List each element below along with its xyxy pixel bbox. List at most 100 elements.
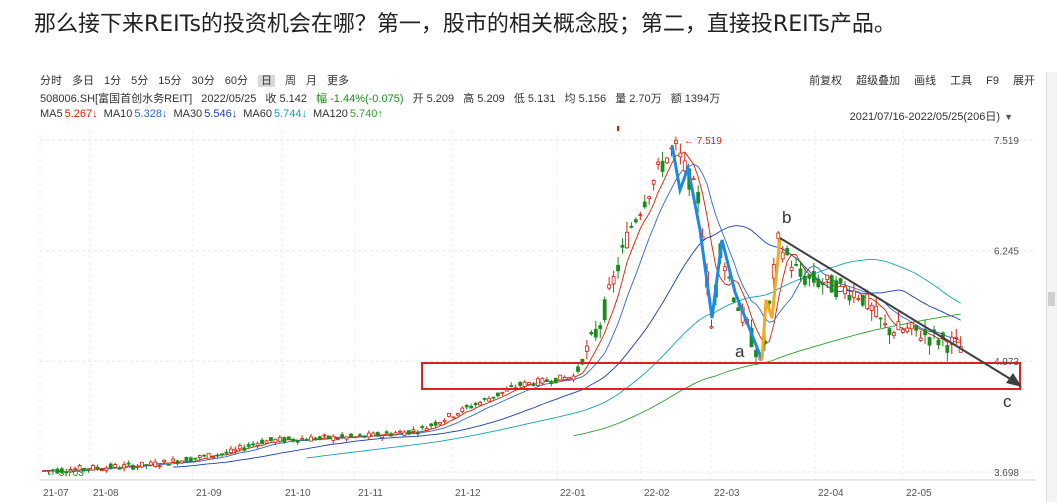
security-name: 508006.SH[富国首创水务REIT]	[40, 93, 193, 105]
candle-183	[856, 294, 861, 302]
x-tick-label-4: 21-11	[358, 488, 383, 499]
tool-button-5[interactable]: 展开	[1013, 75, 1035, 87]
x-tick-label-5: 21-12	[455, 488, 481, 499]
period-tab-7[interactable]: 日	[258, 75, 275, 87]
candle-33	[188, 456, 193, 462]
candle-91	[447, 413, 451, 418]
vertical-scrollbar[interactable]	[1046, 72, 1057, 502]
ma-line-3	[306, 258, 961, 459]
period-tab-3[interactable]: 5分	[131, 75, 149, 87]
candle-69	[349, 432, 353, 438]
quote-info: 508006.SH[富国首创水务REIT] 2022/05/25 收 5.142…	[40, 90, 726, 106]
period-tab-0[interactable]: 分时	[40, 75, 62, 87]
candle-130	[620, 238, 625, 254]
candle-172	[807, 273, 812, 287]
candle-13	[99, 468, 104, 471]
candle-195	[909, 321, 914, 336]
period-tab-1[interactable]: 多日	[72, 75, 94, 87]
ma-value: 5.546↓	[204, 108, 238, 120]
candle-187	[874, 296, 879, 318]
candle-142	[674, 136, 678, 151]
y-tick-label-3: 3.698	[994, 468, 1019, 479]
tool-button-4[interactable]: F9	[986, 75, 999, 87]
candle-138	[656, 157, 660, 170]
period-toolbar: 分时 多日 1分 5分 15分 30分 60分日周月更多	[40, 72, 359, 88]
candle-99	[482, 397, 487, 402]
period-tab-8[interactable]: 周	[285, 75, 296, 87]
change-pct: 幅 -1.44%(-0.075)	[316, 93, 404, 105]
candle-34	[193, 457, 198, 462]
candle-5	[64, 468, 69, 477]
candle-128	[611, 270, 616, 293]
candle-65	[331, 434, 336, 444]
candle-4	[59, 466, 64, 475]
candle-85	[420, 424, 425, 431]
period-tab-2[interactable]: 1分	[104, 75, 122, 87]
candle-63	[322, 433, 327, 439]
candle-186	[869, 302, 874, 321]
wave-b-line	[760, 237, 782, 361]
ma-label: MA120	[313, 108, 348, 120]
candle-67	[340, 431, 345, 440]
candle-139	[660, 151, 665, 177]
candle-117	[562, 375, 567, 381]
support-box	[421, 362, 1021, 390]
period-tab-9[interactable]: 月	[306, 75, 317, 87]
candle-174	[816, 274, 821, 289]
candle-55	[286, 436, 291, 440]
candle-124	[593, 320, 598, 341]
candle-153	[722, 262, 727, 281]
candle-31	[180, 460, 184, 465]
candle-167	[785, 245, 790, 257]
candle-88	[433, 419, 438, 428]
chevron-down-icon[interactable]: ▼	[1004, 112, 1013, 122]
candle-95	[464, 404, 469, 410]
date-range[interactable]: 2021/07/16-2022/05/25(206日) ▼	[850, 108, 1013, 124]
scroll-thumb[interactable]	[1048, 292, 1055, 306]
ma-item-ma120: MA120 5.740↑	[313, 108, 383, 120]
x-tick-label-7: 22-02	[644, 488, 670, 499]
candle-116	[558, 374, 563, 381]
candle-101	[491, 396, 496, 400]
candle-90	[442, 418, 447, 424]
candle-9	[82, 467, 86, 473]
tool-button-0[interactable]: 前复权	[809, 75, 843, 87]
candle-20	[131, 464, 135, 471]
x-tick-label-8: 22-03	[714, 488, 740, 499]
candlesticks	[42, 136, 963, 477]
candle-127	[607, 276, 612, 291]
wave-label-a: a	[735, 342, 745, 361]
low-price: 低 5.131	[513, 93, 556, 105]
candle-24	[148, 460, 153, 467]
close-price: 收 5.142	[265, 93, 307, 105]
high-price: 高 5.209	[463, 93, 505, 105]
candle-120	[576, 363, 580, 374]
x-tick-label-6: 22-01	[560, 488, 586, 499]
candle-42	[228, 446, 233, 455]
period-tab-5[interactable]: 30分	[191, 75, 215, 87]
candle-177	[829, 274, 834, 293]
ma-label: MA30	[173, 108, 203, 120]
candle-3	[55, 467, 60, 474]
wave-annotations: a b c ← 7.519 ← 3.703	[46, 126, 1022, 479]
candle-92	[451, 416, 456, 419]
right-toolbar: 前复权 超级叠加 画线 工具 F9 展开	[795, 72, 1035, 88]
ma-value: 5.267↓	[64, 108, 98, 120]
period-tab-4[interactable]: 15分	[158, 75, 182, 87]
low-marker-label: ← 3.703	[46, 468, 84, 479]
tool-button-3[interactable]: 工具	[950, 75, 973, 87]
candle-35	[197, 454, 202, 461]
x-tick-label-0: 21-07	[43, 488, 69, 499]
tool-button-2[interactable]: 画线	[914, 75, 937, 87]
ma-item-ma5: MA5 5.267↓	[40, 108, 98, 120]
candle-201	[936, 337, 941, 350]
period-tab-10[interactable]: 更多	[327, 75, 349, 87]
candle-93	[455, 413, 460, 417]
candle-182	[852, 283, 856, 304]
moving-average-lines	[43, 151, 961, 473]
candle-133	[633, 217, 638, 224]
candle-109	[527, 382, 531, 387]
period-tab-6[interactable]: 60分	[224, 75, 248, 87]
tool-button-1[interactable]: 超级叠加	[856, 75, 901, 87]
